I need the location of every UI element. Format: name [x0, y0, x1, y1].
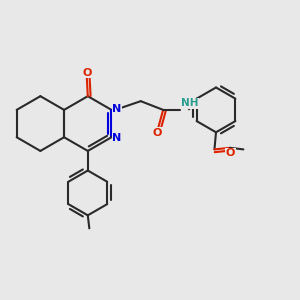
Text: O: O: [226, 148, 235, 158]
Text: O: O: [153, 128, 162, 138]
Text: NH: NH: [181, 98, 199, 108]
Text: N: N: [112, 133, 122, 143]
Text: N: N: [112, 104, 122, 114]
Text: O: O: [82, 68, 92, 78]
